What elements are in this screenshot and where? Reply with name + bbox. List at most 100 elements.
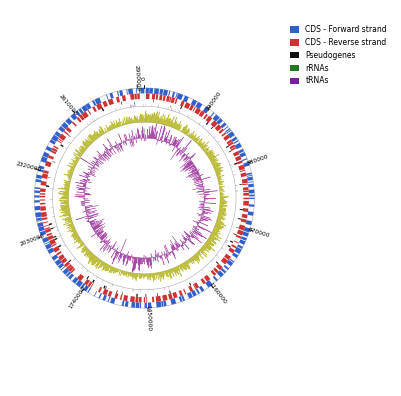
Polygon shape: [175, 123, 178, 129]
Text: 2900000: 2900000: [133, 65, 140, 91]
Polygon shape: [74, 163, 77, 165]
Polygon shape: [105, 286, 107, 289]
Polygon shape: [202, 125, 204, 127]
Polygon shape: [93, 225, 99, 229]
Polygon shape: [65, 212, 70, 214]
Polygon shape: [142, 127, 143, 138]
Polygon shape: [115, 145, 116, 146]
Polygon shape: [79, 157, 80, 158]
Polygon shape: [172, 236, 180, 246]
Polygon shape: [172, 251, 176, 259]
Polygon shape: [141, 88, 144, 93]
Polygon shape: [127, 255, 128, 259]
Polygon shape: [202, 269, 204, 271]
Polygon shape: [196, 178, 201, 181]
Polygon shape: [105, 265, 109, 271]
Polygon shape: [158, 252, 159, 256]
Polygon shape: [91, 233, 96, 237]
Polygon shape: [95, 160, 97, 162]
Polygon shape: [196, 221, 199, 223]
Polygon shape: [189, 105, 194, 111]
Polygon shape: [75, 235, 79, 238]
Polygon shape: [71, 268, 75, 273]
Polygon shape: [170, 148, 178, 160]
Polygon shape: [138, 274, 139, 275]
Polygon shape: [177, 266, 180, 271]
Polygon shape: [96, 103, 103, 110]
Polygon shape: [133, 257, 136, 271]
Polygon shape: [59, 214, 70, 217]
Polygon shape: [152, 132, 154, 139]
Polygon shape: [176, 93, 183, 100]
Polygon shape: [101, 263, 106, 271]
Polygon shape: [71, 230, 76, 232]
Polygon shape: [101, 262, 104, 268]
Polygon shape: [161, 251, 163, 255]
Polygon shape: [93, 167, 94, 168]
Polygon shape: [203, 212, 205, 213]
Polygon shape: [169, 253, 170, 255]
Polygon shape: [108, 99, 114, 105]
Polygon shape: [201, 207, 204, 208]
Polygon shape: [176, 249, 178, 251]
Polygon shape: [220, 196, 229, 197]
Polygon shape: [216, 261, 219, 264]
Polygon shape: [203, 211, 211, 214]
Polygon shape: [74, 237, 79, 240]
Polygon shape: [93, 225, 102, 230]
Polygon shape: [100, 232, 106, 238]
Polygon shape: [73, 231, 77, 233]
Polygon shape: [93, 134, 97, 139]
Polygon shape: [218, 215, 222, 216]
Polygon shape: [220, 192, 222, 193]
Polygon shape: [194, 175, 200, 178]
Polygon shape: [213, 114, 220, 122]
Polygon shape: [241, 219, 247, 223]
Polygon shape: [188, 260, 190, 264]
Polygon shape: [196, 223, 198, 224]
Polygon shape: [180, 239, 184, 244]
Polygon shape: [160, 118, 162, 124]
Polygon shape: [71, 226, 74, 228]
Polygon shape: [220, 190, 224, 191]
Polygon shape: [116, 290, 117, 293]
Polygon shape: [92, 221, 103, 228]
Polygon shape: [109, 245, 110, 246]
Polygon shape: [68, 260, 71, 262]
Polygon shape: [66, 223, 73, 226]
Polygon shape: [174, 124, 177, 129]
Polygon shape: [45, 228, 51, 233]
Polygon shape: [129, 256, 131, 261]
Polygon shape: [191, 169, 197, 173]
Polygon shape: [156, 94, 158, 100]
Polygon shape: [230, 240, 233, 243]
Polygon shape: [199, 110, 205, 117]
Polygon shape: [109, 266, 111, 268]
Polygon shape: [148, 115, 150, 122]
Polygon shape: [249, 198, 255, 199]
Polygon shape: [71, 232, 77, 236]
Polygon shape: [138, 258, 139, 264]
Polygon shape: [68, 172, 73, 175]
Polygon shape: [61, 205, 69, 207]
Polygon shape: [186, 131, 190, 135]
Polygon shape: [197, 140, 202, 145]
Polygon shape: [207, 240, 215, 245]
Polygon shape: [156, 139, 158, 145]
Polygon shape: [213, 229, 220, 232]
Polygon shape: [85, 139, 91, 145]
Polygon shape: [195, 184, 203, 186]
Polygon shape: [215, 167, 223, 171]
Polygon shape: [208, 152, 215, 157]
Polygon shape: [200, 249, 207, 255]
Polygon shape: [83, 179, 87, 181]
Polygon shape: [131, 273, 132, 276]
Polygon shape: [172, 92, 175, 97]
Polygon shape: [191, 235, 194, 238]
Polygon shape: [179, 290, 183, 296]
Polygon shape: [87, 215, 89, 216]
Polygon shape: [67, 264, 72, 269]
Polygon shape: [181, 295, 185, 301]
Polygon shape: [229, 161, 231, 162]
Polygon shape: [191, 230, 194, 232]
